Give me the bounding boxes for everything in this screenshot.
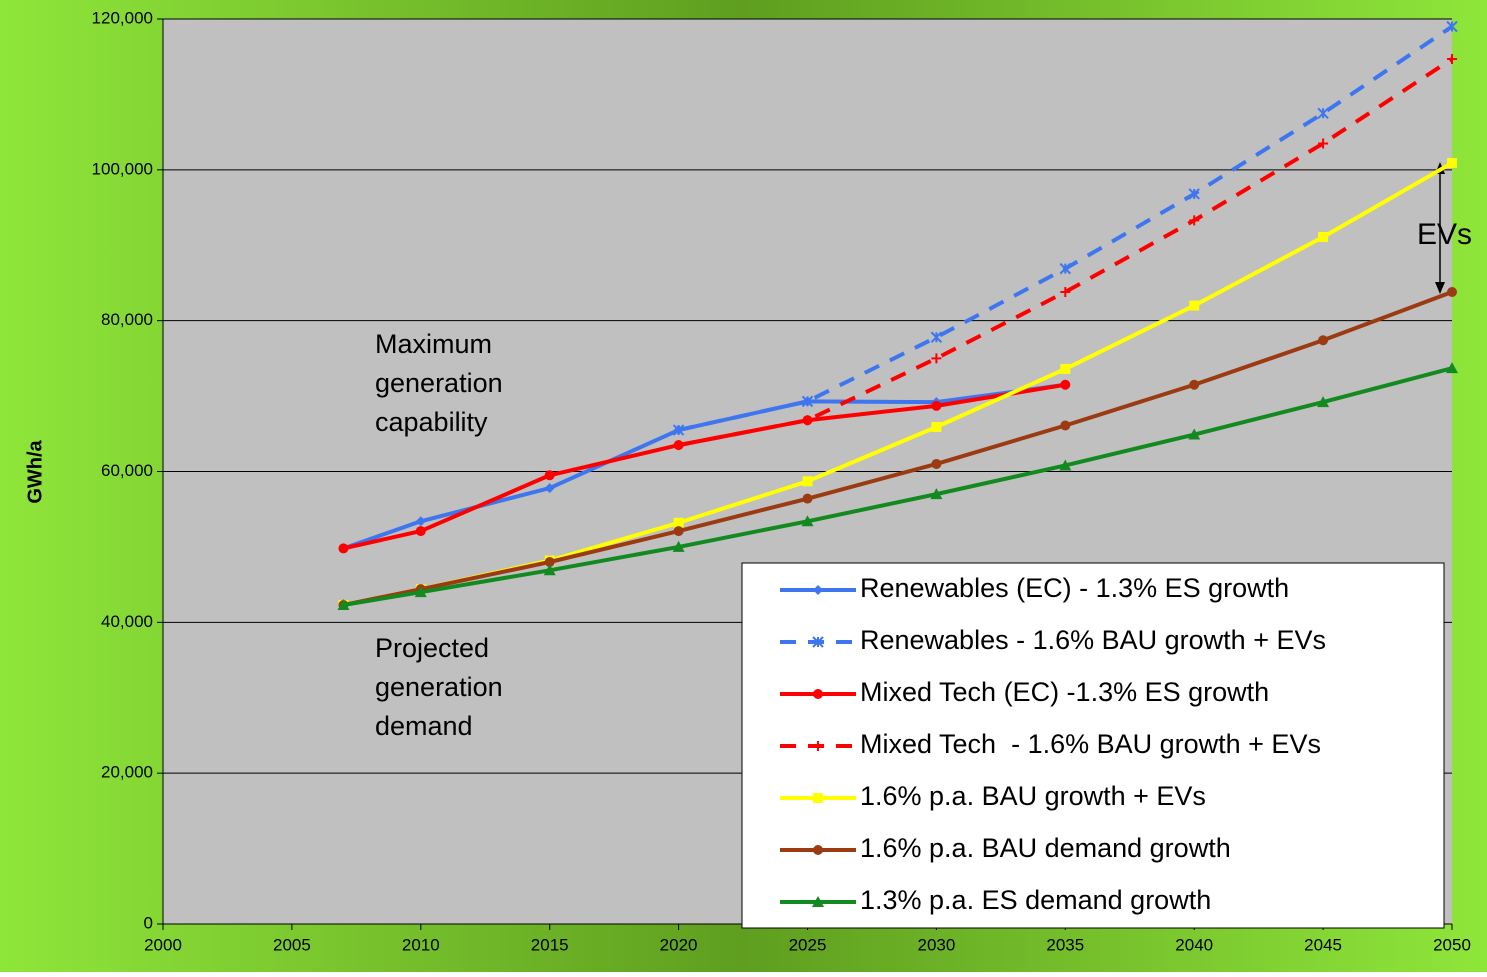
marker: [1189, 215, 1200, 226]
x-tick-label: 2010: [402, 935, 440, 954]
legend-label: Mixed Tech (EC) -1.3% ES growth: [860, 677, 1269, 707]
marker: [813, 741, 823, 751]
x-tick-label: 2050: [1433, 935, 1471, 954]
marker: [1060, 420, 1071, 431]
marker: [1318, 335, 1329, 346]
ev-arrow: [1435, 162, 1445, 294]
legend-label: Renewables - 1.6% BAU growth + EVs: [860, 625, 1326, 655]
marker: [1189, 300, 1200, 311]
marker: [1317, 396, 1330, 408]
marker: [1446, 20, 1458, 33]
marker: [1059, 459, 1072, 471]
marker: [801, 515, 814, 527]
marker: [673, 526, 684, 537]
marker: [802, 493, 813, 504]
annotation: demand: [375, 711, 473, 741]
marker: [1188, 188, 1200, 200]
y-tick-label: 80,000: [101, 310, 153, 329]
y-axis-label: GWh/a: [24, 439, 46, 503]
legend-label: 1.6% p.a. BAU demand growth: [860, 833, 1231, 863]
marker: [931, 400, 942, 411]
marker: [1318, 231, 1329, 242]
marker: [931, 422, 942, 433]
annotation: Maximum: [375, 329, 492, 359]
marker: [1060, 379, 1071, 390]
marker: [544, 557, 555, 567]
marker: [672, 540, 685, 552]
x-tick-label: 2005: [273, 935, 311, 954]
marker: [673, 440, 684, 451]
annotation: Projected: [375, 633, 489, 663]
marker: [1059, 262, 1072, 275]
legend-label: Renewables (EC) - 1.3% ES growth: [860, 573, 1289, 603]
legend-label: 1.3% p.a. ES demand growth: [860, 885, 1211, 915]
marker: [673, 517, 684, 528]
marker: [544, 483, 555, 494]
marker: [931, 353, 942, 364]
marker: [812, 896, 824, 907]
marker: [1060, 363, 1071, 374]
legend: Renewables (EC) - 1.3% ES growth Renewabl…: [741, 562, 1445, 929]
marker: [415, 516, 426, 527]
marker: [930, 331, 943, 343]
marker: [414, 586, 427, 598]
marker: [813, 689, 823, 699]
marker: [672, 424, 685, 436]
annotation: EVs: [1417, 218, 1472, 251]
marker: [1060, 287, 1071, 298]
marker: [931, 458, 942, 469]
marker: [802, 415, 813, 426]
y-tick-label: 120,000: [92, 8, 153, 27]
marker: [337, 598, 350, 610]
x-tick-label: 2040: [1175, 935, 1213, 954]
marker: [543, 564, 556, 576]
y-tick-label: 0: [144, 913, 153, 932]
series-line: [343, 366, 1453, 607]
x-tick-label: 2015: [531, 935, 569, 954]
marker: [1447, 158, 1457, 169]
marker: [1317, 107, 1329, 119]
series-line: [343, 290, 1453, 607]
marker: [930, 488, 943, 500]
marker: [1189, 379, 1200, 390]
marker: [1447, 53, 1457, 64]
legend-box: [741, 562, 1445, 929]
legend-label: 1.6% p.a. BAU growth + EVs: [860, 781, 1206, 811]
marker: [544, 470, 555, 481]
legend-label: Mixed Tech - 1.6% BAU growth + EVs: [860, 729, 1321, 759]
y-tick-label: 100,000: [92, 159, 153, 178]
x-tick-label: 2020: [660, 935, 698, 954]
marker: [1318, 138, 1329, 149]
y-tick-label: 40,000: [101, 612, 153, 631]
marker: [1446, 362, 1458, 374]
x-tick-label: 2035: [1046, 935, 1084, 954]
x-tick-label: 2000: [144, 935, 182, 954]
annotation: generation: [375, 368, 503, 398]
x-tick-label: 2025: [789, 935, 827, 954]
marker: [812, 636, 824, 648]
marker: [338, 543, 349, 554]
x-tick-label: 2030: [917, 935, 955, 954]
y-tick-label: 60,000: [101, 461, 153, 480]
marker: [813, 585, 823, 595]
marker: [802, 476, 813, 487]
marker: [813, 845, 823, 855]
marker: [1447, 287, 1457, 298]
marker: [801, 395, 814, 408]
annotation: generation: [375, 672, 503, 702]
y-tick-label: 20,000: [101, 763, 153, 782]
x-tick-label: 2045: [1304, 935, 1342, 954]
marker: [415, 526, 426, 537]
annotation: capability: [375, 407, 488, 437]
marker: [813, 793, 823, 803]
marker: [1188, 428, 1201, 440]
